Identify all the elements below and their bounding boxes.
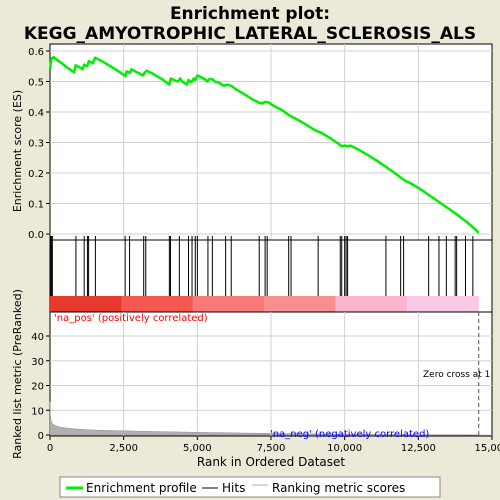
legend-metric-label: Ranking metric scores (272, 481, 405, 495)
color-bar-segment (335, 296, 408, 312)
x-tick-label: 2,500 (109, 443, 138, 454)
es-y-tick-label: 0.4 (28, 108, 44, 119)
color-bar-segment (50, 296, 122, 312)
es-y-axis-label: Enrichment score (ES) (11, 90, 24, 212)
metric-y-tick-label: 10 (31, 406, 44, 417)
es-y-axis: 0.0 0.1 0.2 0.3 0.4 0.5 0.6 (28, 47, 50, 241)
x-tick-label: 7,500 (257, 443, 286, 454)
x-tick-label: 5,000 (183, 443, 212, 454)
rank-color-bar (50, 296, 479, 312)
chart-title-line1: Enrichment plot: (170, 4, 330, 24)
metric-y-tick-label: 0 (38, 431, 44, 442)
x-axis-label: Rank in Ordered Dataset (197, 455, 345, 469)
color-bar-segment (121, 296, 193, 312)
metric-y-axis: 0 10 20 30 40 (31, 332, 50, 442)
x-tick-label: 15,000 (475, 443, 500, 454)
metric-y-axis-label: Ranked list metric (PreRanked) (11, 289, 24, 459)
es-y-tick-label: 0.0 (28, 230, 44, 241)
metric-y-tick-label: 30 (31, 357, 44, 368)
metric-y-tick-label: 20 (31, 382, 44, 393)
es-y-tick-label: 0.2 (28, 169, 44, 180)
metric-y-tick-label: 40 (31, 332, 44, 343)
na-neg-label: 'na_neg' (negatively correlated) (270, 429, 429, 440)
x-tick-label: 0 (47, 443, 53, 454)
na-pos-label: 'na_pos' (positively correlated) (54, 313, 208, 324)
chart-title-line2: KEGG_AMYOTROPHIC_LATERAL_SCLEROSIS_ALS (24, 24, 476, 44)
zero-cross-label: Zero cross at 1 (423, 370, 490, 380)
ranking-metric-area (49, 401, 479, 436)
x-tick-label: 10,000 (327, 443, 362, 454)
legend-box (59, 476, 441, 498)
es-y-tick-label: 0.1 (28, 200, 44, 211)
x-tick-label: 12,500 (401, 443, 436, 454)
legend-hits-label: Hits (222, 481, 245, 495)
legend-enrichment-label: Enrichment profile (86, 481, 197, 495)
es-y-tick-label: 0.3 (28, 139, 44, 150)
es-y-tick-label: 0.6 (28, 47, 44, 58)
x-axis: 0 2,500 5,000 7,500 10,000 12,500 15,000 (47, 436, 500, 454)
enrichment-profile-line (48, 55, 480, 234)
ranking-metric-fill (49, 401, 479, 436)
hit-markers (50, 236, 474, 296)
color-bar-segment (192, 296, 265, 312)
enrichment-profile (48, 55, 480, 234)
color-bar-segment (407, 296, 479, 312)
es-y-tick-label: 0.5 (28, 78, 44, 89)
color-bar-segment (264, 296, 336, 312)
